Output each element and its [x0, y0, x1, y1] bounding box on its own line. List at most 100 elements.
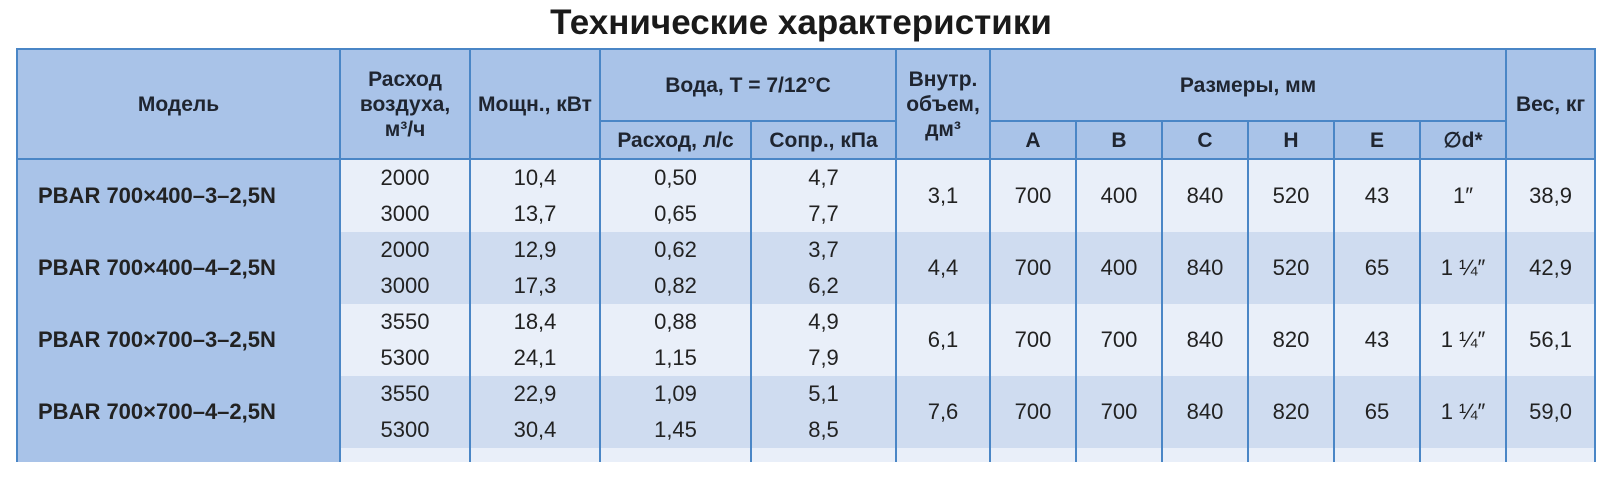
table-cell: 8,5 [750, 412, 897, 448]
table-cell [895, 448, 991, 462]
model-cell: PBAR 700×700–3–2,5N [16, 304, 341, 376]
table-title: Технические характеристики [550, 3, 1052, 42]
header-row: Расход, л/с Сопр., кПа A B C H E ∅d* [17, 120, 1595, 160]
table-cell: 700 [989, 232, 1077, 304]
table-cell: 2000 [339, 232, 471, 268]
table-row: 3000 17,3 0,82 6,2 [17, 268, 1595, 304]
table-row: 5300 30,4 1,45 8,5 [17, 412, 1595, 448]
table-cell [469, 448, 601, 462]
table-cell [1418, 448, 1508, 462]
table-cell: 3,7 [750, 232, 897, 268]
header-cell: B [1075, 120, 1163, 160]
table-cell [1247, 448, 1335, 462]
table-cell: 4,7 [750, 159, 897, 196]
table-cell: 700 [989, 159, 1077, 232]
table-cell: 65 [1333, 376, 1421, 448]
table-cell: 7,9 [750, 340, 897, 376]
table-cell: 12,9 [469, 232, 601, 268]
table-cell [1333, 448, 1421, 462]
table-cell: 10,4 [469, 159, 601, 196]
table-cell: 43 [1333, 304, 1421, 376]
table-cell [1075, 448, 1163, 462]
table-cell [989, 448, 1077, 462]
table-cell: 1,15 [599, 340, 752, 376]
header-cell: Расход, л/с [599, 120, 752, 160]
header-cell: A [989, 120, 1077, 160]
table-cell: 700 [1075, 304, 1163, 376]
table-cell: 400 [1075, 232, 1163, 304]
table-cell [1505, 448, 1597, 462]
table-cell: 59,0 [1505, 376, 1597, 448]
table-cell [16, 448, 341, 462]
table-cell: 3,1 [895, 159, 991, 232]
header-cell: ∅d* [1418, 120, 1508, 160]
spec-table: Модель Расход воздуха, м³/ч Мощн., кВт Вода… [16, 48, 1597, 462]
table-cell: 0,62 [599, 232, 752, 268]
header-cell: C [1161, 120, 1249, 160]
table-cell [750, 448, 897, 462]
header-cell: Мощн., кВт [469, 48, 601, 160]
header-cell: Размеры, мм [988, 48, 1508, 122]
table-cell: 700 [989, 376, 1077, 448]
header-cell: Сопр., кПа [750, 120, 897, 160]
table-row: PBAR 700×400–4–2,5N 2000 12,9 0,62 3,7 4,4 700… [16, 232, 1597, 304]
table-cell: 17,3 [469, 268, 601, 304]
table-cell: 3550 [339, 376, 471, 412]
table-cell: 840 [1161, 159, 1249, 232]
table-cell: 820 [1247, 376, 1335, 448]
model-cell: PBAR 700×400–4–2,5N [16, 232, 341, 304]
table-cell: 3550 [339, 304, 471, 340]
table-cell: 56,1 [1505, 304, 1597, 376]
table-cell: 22,9 [469, 376, 601, 412]
table-cell: 4,9 [750, 304, 897, 340]
table-cell: 700 [1075, 376, 1163, 448]
table-cell: 840 [1161, 232, 1249, 304]
table-cell: 820 [1247, 304, 1335, 376]
table-cell: 0,65 [599, 196, 752, 232]
table-cell: 6,1 [895, 304, 991, 376]
table-cell: 0,50 [599, 159, 752, 196]
table-wrap: Модель Расход воздуха, м³/ч Мощн., кВт Вода… [16, 48, 1597, 462]
table-cell: 18,4 [469, 304, 601, 340]
table-row [16, 448, 1597, 462]
header-cell: Расход воздуха, м³/ч [339, 48, 471, 160]
table-row: 5300 24,1 1,15 7,9 [17, 340, 1595, 376]
table-cell: 7,6 [895, 376, 991, 448]
table-row: PBAR 700×700–4–2,5N 3550 22,9 1,09 5,1 7,6 700… [16, 376, 1597, 448]
table-row: PBAR 700×700–3–2,5N 3550 18,4 0,88 4,9 6,1 700… [16, 304, 1597, 376]
table-cell: 42,9 [1505, 232, 1597, 304]
table-cell: 0,88 [599, 304, 752, 340]
table-cell: 1,09 [599, 376, 752, 412]
table-cell: 1 ¼″ [1418, 304, 1508, 376]
table-cell: 6,2 [750, 268, 897, 304]
header-cell: H [1247, 120, 1335, 160]
header-cell: Вес, кг [1505, 48, 1597, 160]
table-cell: 400 [1075, 159, 1163, 232]
table-cell: 700 [989, 304, 1077, 376]
header-cell: Вода, T = 7/12°C [599, 48, 897, 122]
table-cell: 520 [1247, 232, 1335, 304]
table-row: PBAR 700×400–3–2,5N 2000 10,4 0,50 4,7 3,1 700… [16, 159, 1597, 232]
table-cell: 4,4 [895, 232, 991, 304]
table-cell: 0,82 [599, 268, 752, 304]
header-cell: Внутр. объем, дм³ [895, 48, 991, 160]
table-cell [1161, 448, 1249, 462]
table-cell: 1 ¼″ [1418, 376, 1508, 448]
table-cell: 840 [1161, 304, 1249, 376]
model-cell: PBAR 700×700–4–2,5N [16, 376, 341, 448]
header-cell: Модель [16, 48, 341, 160]
table-cell: 43 [1333, 159, 1421, 232]
table-cell [339, 448, 471, 462]
table-cell: 7,7 [750, 196, 897, 232]
table-head: Модель Расход воздуха, м³/ч Мощн., кВт Вода… [16, 48, 1597, 160]
table-cell: 38,9 [1505, 159, 1597, 232]
table-cell: 24,1 [469, 340, 601, 376]
table-cell: 30,4 [469, 412, 601, 448]
table-cell: 1,45 [599, 412, 752, 448]
table-body: PBAR 700×400–3–2,5N 2000 10,4 0,50 4,7 3,1 700… [16, 159, 1597, 462]
table-cell: 1 ¼″ [1418, 232, 1508, 304]
table-cell: 3000 [339, 268, 471, 304]
table-cell: 5,1 [750, 376, 897, 412]
table-cell: 3000 [339, 196, 471, 232]
